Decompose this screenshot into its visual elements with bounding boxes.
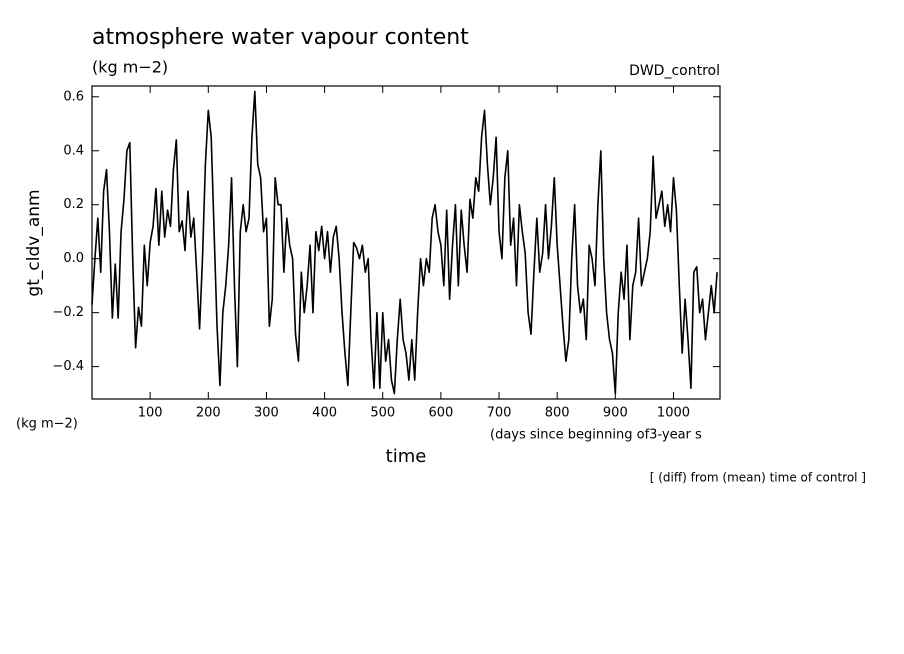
y-tick-label: 0.2 (63, 197, 84, 212)
x-tick-label: 500 (370, 406, 395, 421)
y-unit: (kg m−2) (16, 417, 78, 432)
x-tick-label: 700 (487, 406, 512, 421)
x-tick-label: 200 (196, 406, 221, 421)
x-tick-label: 400 (312, 406, 337, 421)
run-label: DWD_control (629, 63, 720, 79)
data-line (91, 90, 718, 395)
note: [ (diff) from (mean) time of control ] (650, 471, 866, 485)
x-tick-label: 100 (138, 406, 163, 421)
y-tick-label: −0.4 (52, 359, 84, 374)
y-axis-title: gt_cldv_anm (24, 189, 44, 296)
x-tick-label: 300 (254, 406, 279, 421)
x-tick-label: 600 (428, 406, 453, 421)
x-tick-label: 900 (603, 406, 628, 421)
x-axis-title: time (386, 446, 427, 467)
x-tick-label: 1000 (657, 406, 690, 421)
x-tick-label: 800 (545, 406, 570, 421)
y-tick-label: 0.6 (63, 89, 84, 104)
x-unit: (days since beginning of3-year s (490, 428, 702, 443)
chart-title: atmosphere water vapour content (92, 25, 469, 50)
subtitle: (kg m−2) (92, 58, 168, 77)
y-tick-label: −0.2 (52, 305, 84, 320)
y-tick-label: 0.0 (63, 251, 84, 266)
y-tick-label: 0.4 (63, 143, 84, 158)
plot-frame (91, 85, 721, 400)
